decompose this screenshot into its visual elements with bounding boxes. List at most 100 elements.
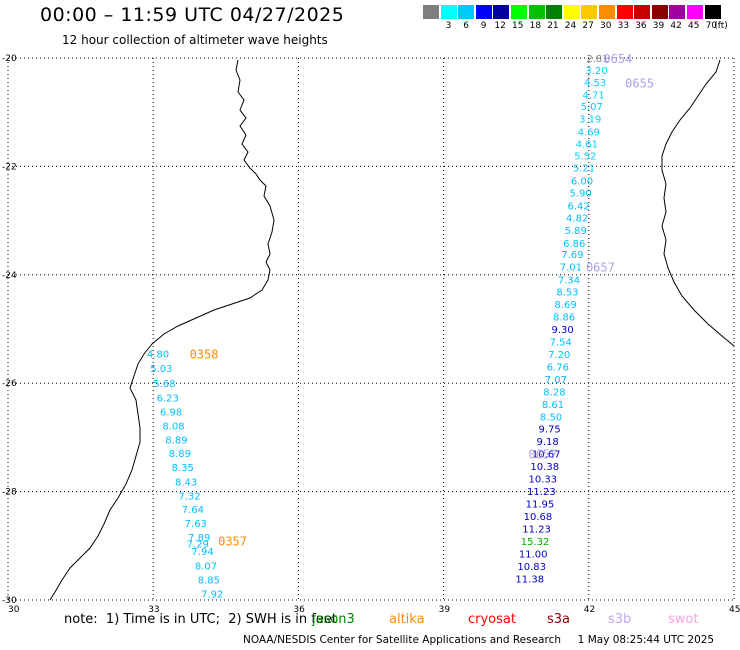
swh-value-label: 3.19 [579, 115, 601, 126]
chart-title: 00:00 – 11:59 UTC 04/27/2025 [40, 4, 345, 26]
swh-value-label: 6.76 [547, 362, 569, 373]
swh-value-label: 11.38 [515, 574, 544, 585]
satellite-label-cryosat: cryosat [468, 612, 516, 627]
x-tick-label: 39 [439, 605, 451, 615]
legend-label: 30 [600, 21, 612, 31]
swh-value-label: 8.50 [540, 412, 562, 423]
swh-value-label: 9.75 [538, 425, 560, 436]
legend-label: 27 [582, 21, 594, 31]
swh-value-label: 10.83 [517, 562, 546, 573]
x-tick-label: 36 [293, 605, 305, 615]
x-tick-label: 30 [8, 605, 20, 615]
legend-swatch [546, 5, 563, 19]
swh-points: 4.80 5.03 5.68 6.23 6.98 8.08 8.89 8.89 8.35 8.43… [147, 54, 609, 600]
legend-swatch [563, 5, 580, 19]
pass-time-label: 0655 [625, 76, 654, 90]
credit-line: NOAA/NESDIS Center for Satellite Applica… [243, 634, 715, 646]
swh-value-label: 8.85 [198, 575, 220, 586]
legend-swatch [651, 5, 668, 19]
swh-value-label: 8.61 [542, 400, 564, 411]
swh-value-label: 7.54 [550, 337, 572, 348]
swh-value-label: 5.68 [153, 379, 175, 390]
swh-value-label: 5.52 [574, 152, 596, 163]
coastline-africa [49, 59, 275, 601]
swh-value-label: 7.63 [185, 519, 207, 530]
swh-value-label: 7.64 [182, 505, 204, 516]
swh-value-label: 7.94 [191, 547, 213, 558]
legend-label: 33 [617, 21, 630, 31]
swh-value-label: 11.23 [522, 524, 551, 535]
legend-label: 18 [529, 21, 542, 31]
swh-value-label: 5.07 [581, 102, 603, 113]
legend-label: 36 [635, 21, 647, 31]
satellite-label-s3b: s3b [608, 612, 632, 627]
axis-tick-labels: 30 33 36 39 42 45 -20 -22 -24 -26 -28 -30 [2, 54, 740, 615]
y-tick-label: -22 [2, 162, 17, 172]
x-tick-label: 45 [729, 605, 740, 615]
legend-swatch [511, 5, 527, 19]
swh-value-label: 7.01 [560, 263, 582, 274]
swh-value-label: 8.07 [195, 561, 217, 572]
legend-label: 12 [494, 21, 506, 31]
legend-swatch [669, 5, 686, 19]
swh-value-label: 9.18 [537, 437, 559, 448]
swh-value-label: 4.53 [584, 78, 606, 89]
swh-value-label: 10.38 [530, 462, 559, 473]
swh-value-label: 6.00 [571, 176, 593, 187]
legend-swatch [440, 5, 457, 19]
satellite-label-altika: altika [389, 612, 425, 627]
legend-swatch [528, 5, 545, 19]
pass-time-label: 0654 [603, 52, 632, 66]
swh-value-label: 8.89 [169, 449, 191, 460]
swh-value-label: 2.81 [586, 54, 608, 65]
swh-value-label: 4.82 [566, 213, 588, 224]
legend-label: 24 [564, 21, 577, 31]
y-tick-label: -28 [2, 488, 17, 498]
satellite-label-jason3: jason3 [312, 612, 355, 627]
swh-value-label: 10.33 [528, 475, 557, 486]
legend-swatch [458, 5, 475, 19]
swh-value-label: 8.08 [162, 421, 184, 432]
legend-label: 70 [705, 21, 718, 31]
swh-value-label: 8.35 [172, 463, 194, 474]
swh-value-label: 7.29 [187, 540, 209, 551]
y-tick-label: -30 [2, 596, 17, 606]
legend-swatch [704, 5, 721, 19]
legend-label: 42 [670, 21, 682, 31]
coastline-madagascar [661, 59, 735, 347]
swh-value-label: 15.32 [521, 537, 550, 548]
swh-value-label: 5.03 [150, 364, 172, 375]
legend-label: 3 [445, 21, 452, 31]
legend-label: 39 [652, 21, 665, 31]
swh-value-label: 6.98 [160, 407, 182, 418]
pass-time-label: 0357 [218, 534, 247, 548]
x-tick-label: 33 [148, 605, 159, 615]
swh-value-label: 3.20 [585, 66, 607, 77]
swh-value-label: 4.69 [578, 128, 600, 139]
legend-label: 21 [547, 21, 559, 31]
swh-value-label: 7.89 [188, 533, 210, 544]
legend-label: 15 [512, 21, 524, 31]
legend-swatch [475, 5, 492, 19]
swh-value-label: 11.00 [519, 549, 548, 560]
swh-value-label: 6.86 [563, 239, 585, 250]
swh-value-label: 4.71 [583, 90, 605, 101]
swh-value-label: 6.23 [157, 393, 179, 404]
swh-value-label: 8.53 [556, 288, 578, 299]
swh-value-label: 8.69 [554, 300, 576, 311]
swh-value-label: 8.43 [175, 477, 197, 488]
pass-time-labels: 0358 0357 0654 0655 0657 0657 [190, 52, 655, 548]
satellite-label-s3a: s3a [547, 612, 571, 627]
swh-value-label: 5.89 [565, 226, 587, 237]
swh-value-label: 6.42 [568, 201, 590, 212]
legend-unit: (ft) [714, 21, 728, 31]
swh-value-label: 8.86 [553, 313, 575, 324]
legend-swatch [581, 5, 598, 19]
y-tick-label: -24 [2, 271, 17, 281]
coastline [49, 59, 735, 601]
footer-note: note: 1) Time is in UTC; 2) SWH is in fe… [64, 612, 337, 627]
satellite-label-swot: swot [668, 612, 699, 627]
swh-value-label: 7.32 [178, 491, 200, 502]
pass-time-label: 0657 [586, 261, 615, 275]
